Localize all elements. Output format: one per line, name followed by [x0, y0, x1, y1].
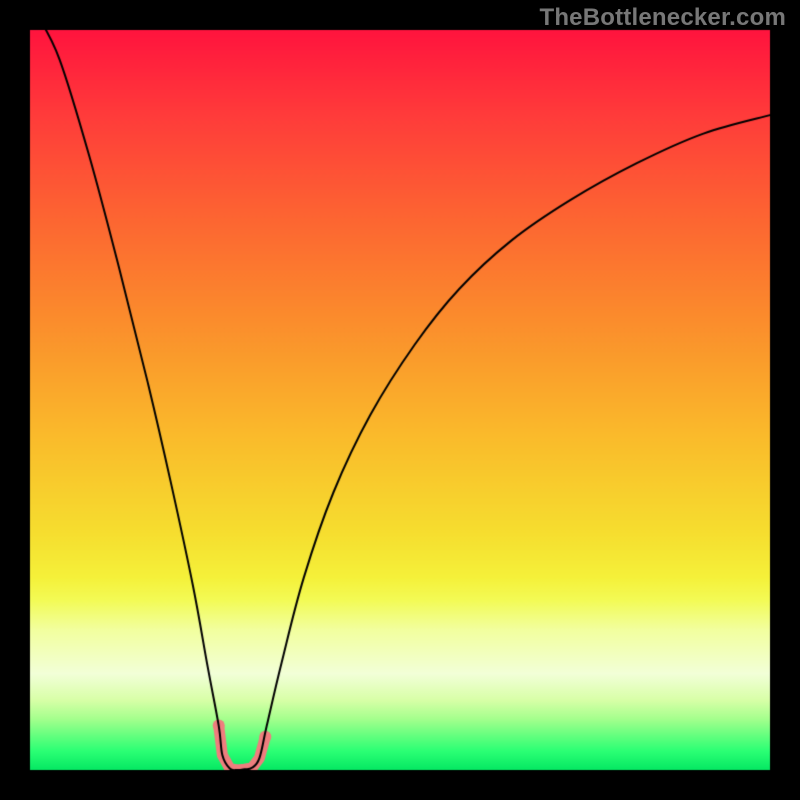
watermark-label: TheBottlenecker.com [539, 4, 786, 32]
bottleneck-chart-canvas [0, 0, 800, 800]
chart-stage: TheBottlenecker.com [0, 0, 800, 800]
